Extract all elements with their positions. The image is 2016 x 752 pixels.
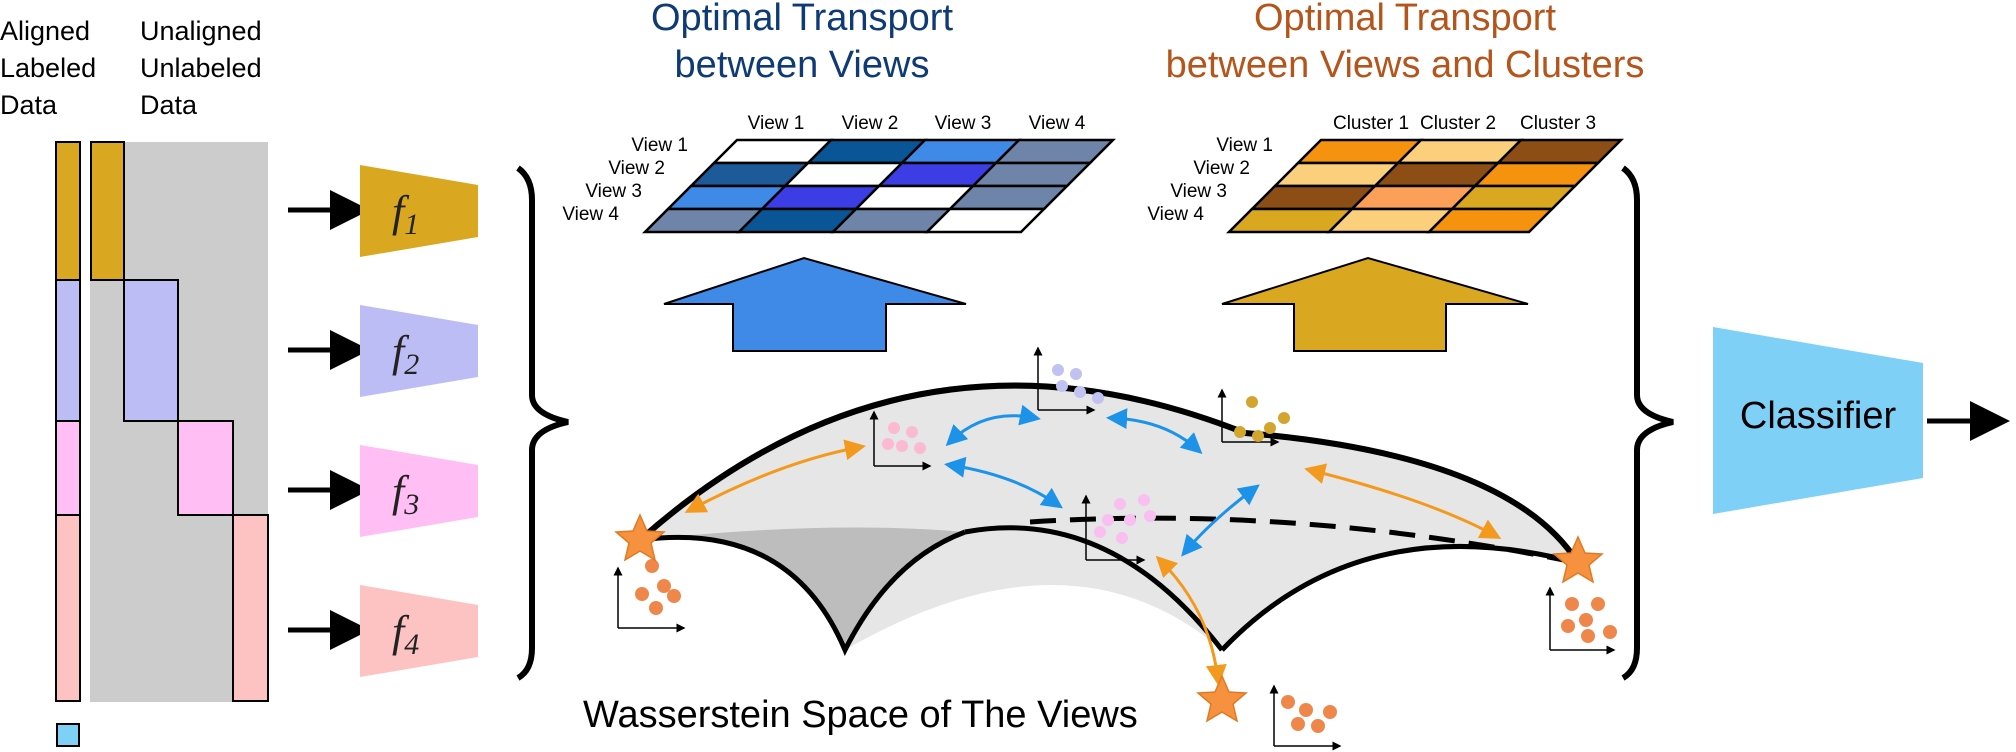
aligned-block-view-1 [55,141,81,281]
view-ot-title-line-1: Optimal Transport [651,0,953,39]
cluster-ot-row-label: View 3 [1170,181,1227,202]
blue-arrow-pink-to-lavender [945,404,1041,447]
unaligned-block-view-1 [90,141,125,281]
cluster-ot-col-label: Cluster 1 [1333,113,1409,134]
view-ot-col-labels: View 1 View 2 View 3 View 4 [748,113,1086,134]
axis-glyph-center [1081,494,1156,565]
view-ot-col-label: View 4 [1029,113,1086,134]
aligned-label-line-3: Data [0,90,58,120]
cluster-ot-title-line-2: between Views and Clusters [1166,44,1645,86]
unaligned-block-view-2 [123,279,179,422]
matrix-cell-r3-c3 [1448,184,1579,211]
classifier-label: Classifier [1740,395,1897,437]
data-blocks [55,141,269,747]
aligned-block-view-4 [55,514,81,702]
manifold-fold [640,527,965,650]
view-ot-matrix [641,138,1117,234]
encoder-f4-trapezoid [360,585,478,677]
aligned-block-view-3 [55,420,81,516]
axis-glyph-lavender [1033,346,1104,415]
axis-glyph-pink [869,410,932,471]
right-brace [1621,165,1674,681]
cluster-ot-row-label: View 2 [1193,158,1250,179]
aligned-block-view-2 [55,279,81,422]
view-ot-row-label: View 4 [562,204,619,225]
orange-arrow-center-to-bottom-star [1155,555,1227,686]
unaligned-block-view-4 [232,514,269,702]
unaligned-label-line-2: Unlabeled [140,53,262,83]
manifold-fold-edge [639,529,966,656]
aligned-label-line-1: Aligned [0,16,90,46]
encoder-f1-trapezoid [360,165,478,257]
star-icon-right [1552,535,1604,584]
axis-glyph-bottom-star [1269,684,1342,751]
unaligned-block-view-3 [177,420,234,516]
view-ot-up-arrow [663,256,967,352]
transport-arrows [684,404,1502,686]
cluster-ot-title-line-1: Optimal Transport [1254,0,1556,39]
matrix-cell-r4-c4 [923,207,1048,234]
unaligned-label-line-3: Data [140,90,198,120]
axis-glyph-gold [1217,388,1290,447]
matrix-cell-r1-c3 [1494,138,1625,165]
view-ot-col-label: View 3 [935,113,992,134]
axis-glyph-left-star [613,559,686,633]
blue-arrow-gold-to-bottom [1181,484,1260,557]
encoder-f3-trapezoid [360,445,478,537]
blue-arrow-lavender-to-gold [1106,408,1203,455]
small-cyan-square [56,723,80,747]
star-icon-left [614,513,666,562]
blue-arrow-pink-to-center [944,456,1063,509]
view-ot-col-label: View 2 [842,113,899,134]
view-ot-row-label: View 2 [608,158,665,179]
cluster-ot-matrix [1225,138,1625,234]
left-brace [516,165,569,681]
cluster-ot-row-label: View 1 [1216,135,1273,156]
axis-glyph-right-star [1545,586,1617,655]
cluster-ot-col-label: Cluster 2 [1420,113,1496,134]
cluster-ot-row-label: View 4 [1147,204,1204,225]
unaligned-label-line-1: Unaligned [140,16,262,46]
view-ot-row-label: View 3 [585,181,642,202]
orange-arrow-gold-to-right-star [1304,463,1502,539]
cluster-ot-col-label: Cluster 3 [1520,113,1596,134]
view-ot-title-line-2: between Views [675,44,930,86]
orange-arrow-star-to-pink [684,439,866,513]
encoders: f1 f2 f3 f4 [288,165,478,677]
matrix-cell-r4-c3 [1425,207,1556,234]
aligned-label-line-2: Labeled [0,53,96,83]
cluster-ot-up-arrow [1221,256,1529,352]
view-ot-row-label: View 1 [631,135,688,156]
wasserstein-label: Wasserstein Space of The Views [583,694,1138,736]
view-ot-row-labels: View 1 View 2 View 3 View 4 [562,135,688,225]
star-icon-bottom [1196,674,1248,723]
cluster-ot-col-labels: Cluster 1 Cluster 2 Cluster 3 [1333,113,1596,134]
classifier-trapezoid [1713,327,1923,514]
encoder-f2-trapezoid [360,305,478,397]
manifold-right-edge [1220,543,1579,652]
matrix-cell-r2-c3 [1471,161,1602,188]
cluster-ot-row-labels: View 1 View 2 View 3 View 4 [1147,135,1273,225]
view-ot-col-label: View 1 [748,113,805,134]
